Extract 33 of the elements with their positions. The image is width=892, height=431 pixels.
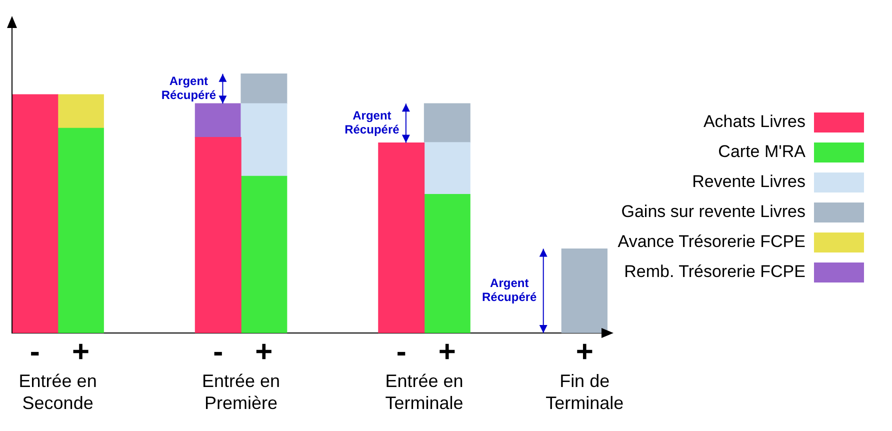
annotation: Argent Récupéré	[482, 276, 538, 304]
x-tick-label: -	[396, 335, 406, 368]
bar	[194, 137, 242, 333]
legend-label: Carte M'RA	[718, 142, 806, 162]
bar	[12, 94, 58, 333]
x-tick-label: -	[213, 335, 224, 368]
bar	[240, 74, 288, 104]
x-tick-label: +	[255, 335, 273, 368]
bar	[240, 103, 288, 177]
text: Entrée en Première	[202, 370, 280, 413]
bar	[424, 103, 470, 143]
x-tick-label: -	[30, 335, 40, 368]
bar	[424, 194, 470, 333]
legend-label: Gains sur revente Livres	[621, 202, 806, 222]
annotation: Argent Récupéré	[344, 108, 400, 137]
x-tick-label: +	[576, 335, 594, 368]
bar	[378, 142, 425, 333]
bar	[240, 176, 288, 333]
x-tick-label: +	[72, 335, 90, 368]
x-tick-label: +	[438, 335, 456, 368]
text: Fin de Terminale	[546, 370, 624, 413]
bar	[57, 128, 104, 333]
legend-label: Revente Livres	[692, 172, 806, 192]
bar	[424, 142, 470, 195]
annotation: Argent Récupéré	[161, 74, 216, 102]
bar	[194, 103, 242, 138]
legend-label: Avance Trésorerie FCPE	[618, 232, 806, 252]
legend-label: Remb. Trésorerie FCPE	[624, 262, 806, 282]
text: Entrée en Terminale	[385, 370, 464, 413]
text: Entrée en Seconde	[18, 370, 97, 413]
legend-label: Achats Livres	[703, 112, 806, 132]
bar	[561, 248, 608, 333]
bar	[57, 94, 104, 129]
